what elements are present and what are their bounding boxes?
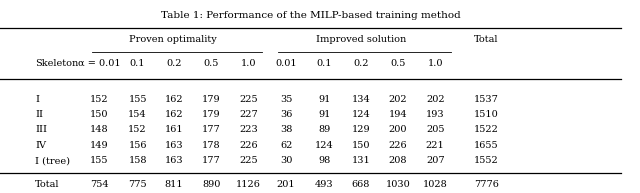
Text: 155: 155 [90, 156, 108, 165]
Text: 193: 193 [426, 110, 445, 119]
Text: 177: 177 [202, 125, 221, 135]
Text: 811: 811 [164, 180, 184, 189]
Text: Total: Total [35, 180, 60, 189]
Text: 202: 202 [426, 95, 445, 104]
Text: 1552: 1552 [474, 156, 499, 165]
Text: 149: 149 [90, 141, 109, 150]
Text: α = 0.01: α = 0.01 [78, 59, 120, 68]
Text: 35: 35 [280, 95, 292, 104]
Text: 227: 227 [239, 110, 258, 119]
Text: 1.0: 1.0 [428, 59, 443, 68]
Text: 38: 38 [280, 125, 292, 135]
Text: 7776: 7776 [474, 180, 499, 189]
Text: 124: 124 [315, 141, 334, 150]
Text: 1510: 1510 [474, 110, 499, 119]
Text: II: II [35, 110, 44, 119]
Text: 221: 221 [426, 141, 445, 150]
Text: 179: 179 [202, 95, 221, 104]
Text: 150: 150 [352, 141, 370, 150]
Text: 158: 158 [129, 156, 147, 165]
Text: 668: 668 [352, 180, 370, 189]
Text: Total: Total [474, 35, 499, 44]
Text: 1522: 1522 [474, 125, 499, 135]
Text: III: III [35, 125, 47, 135]
Text: 134: 134 [351, 95, 371, 104]
Text: 152: 152 [128, 125, 147, 135]
Text: 0.01: 0.01 [275, 59, 297, 68]
Text: 124: 124 [351, 110, 371, 119]
Text: Table 1: Performance of the MILP-based training method: Table 1: Performance of the MILP-based t… [161, 11, 460, 20]
Text: 223: 223 [239, 125, 258, 135]
Text: 0.1: 0.1 [317, 59, 332, 68]
Text: 131: 131 [351, 156, 371, 165]
Text: 0.5: 0.5 [390, 59, 406, 68]
Text: 152: 152 [90, 95, 109, 104]
Text: Skeleton: Skeleton [35, 59, 79, 68]
Text: 202: 202 [388, 95, 408, 104]
Text: 1537: 1537 [474, 95, 499, 104]
Text: Proven optimality: Proven optimality [129, 35, 217, 44]
Text: 1.0: 1.0 [241, 59, 256, 68]
Text: 226: 226 [388, 141, 408, 150]
Text: 200: 200 [389, 125, 407, 135]
Text: 1030: 1030 [386, 180, 410, 189]
Text: 890: 890 [202, 180, 220, 189]
Text: Improved solution: Improved solution [316, 35, 407, 44]
Text: 62: 62 [280, 141, 292, 150]
Text: 150: 150 [90, 110, 108, 119]
Text: 493: 493 [315, 180, 334, 189]
Text: 1126: 1126 [236, 180, 260, 189]
Text: 0.2: 0.2 [353, 59, 369, 68]
Text: 98: 98 [318, 156, 331, 165]
Text: I: I [35, 95, 39, 104]
Text: 156: 156 [129, 141, 147, 150]
Text: 89: 89 [318, 125, 331, 135]
Text: 91: 91 [318, 110, 331, 119]
Text: 91: 91 [318, 95, 331, 104]
Text: 148: 148 [90, 125, 109, 135]
Text: 155: 155 [129, 95, 147, 104]
Text: 775: 775 [128, 180, 147, 189]
Text: 129: 129 [351, 125, 371, 135]
Text: 177: 177 [202, 156, 221, 165]
Text: 225: 225 [239, 156, 258, 165]
Text: 205: 205 [426, 125, 444, 135]
Text: 226: 226 [239, 141, 258, 150]
Text: 1655: 1655 [474, 141, 499, 150]
Text: 1028: 1028 [423, 180, 447, 189]
Text: 207: 207 [426, 156, 445, 165]
Text: 163: 163 [164, 156, 184, 165]
Text: 208: 208 [389, 156, 407, 165]
Text: 162: 162 [164, 95, 184, 104]
Text: 0.1: 0.1 [130, 59, 145, 68]
Text: I (tree): I (tree) [35, 156, 70, 165]
Text: 36: 36 [280, 110, 292, 119]
Text: 161: 161 [164, 125, 184, 135]
Text: 162: 162 [164, 110, 184, 119]
Text: 30: 30 [280, 156, 292, 165]
Text: 163: 163 [164, 141, 184, 150]
Text: 225: 225 [239, 95, 258, 104]
Text: 194: 194 [388, 110, 408, 119]
Text: 178: 178 [202, 141, 221, 150]
Text: 0.5: 0.5 [204, 59, 219, 68]
Text: 754: 754 [90, 180, 109, 189]
Text: IV: IV [35, 141, 46, 150]
Text: 179: 179 [202, 110, 221, 119]
Text: 154: 154 [128, 110, 147, 119]
Text: 0.2: 0.2 [166, 59, 182, 68]
Text: 201: 201 [276, 180, 296, 189]
